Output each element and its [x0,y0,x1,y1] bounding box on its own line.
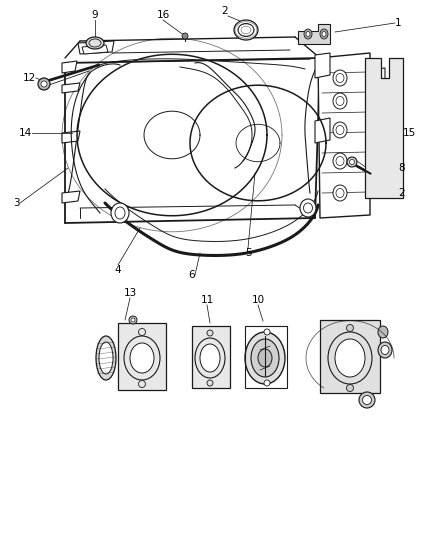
Ellipse shape [336,125,344,134]
Ellipse shape [336,96,344,106]
Ellipse shape [306,31,310,36]
Ellipse shape [41,81,47,87]
Ellipse shape [359,392,375,408]
Ellipse shape [182,33,188,39]
Polygon shape [118,323,166,390]
Ellipse shape [333,122,347,138]
Ellipse shape [234,20,258,40]
Ellipse shape [115,207,125,219]
Ellipse shape [328,332,372,384]
Ellipse shape [207,380,213,386]
Ellipse shape [195,338,225,378]
Ellipse shape [207,330,213,336]
Ellipse shape [86,37,104,49]
Polygon shape [62,191,80,203]
Ellipse shape [130,343,154,373]
Ellipse shape [264,329,270,335]
Ellipse shape [258,349,272,367]
Text: 3: 3 [14,198,20,208]
Polygon shape [78,41,114,54]
Ellipse shape [245,332,285,384]
Ellipse shape [350,159,354,165]
Ellipse shape [379,173,389,183]
Text: 13: 13 [124,288,137,298]
Ellipse shape [38,78,50,90]
Polygon shape [389,68,403,98]
Polygon shape [368,123,382,138]
Ellipse shape [99,342,113,374]
Polygon shape [315,53,330,78]
Text: 2: 2 [221,6,228,16]
Ellipse shape [381,345,389,354]
Polygon shape [368,93,382,108]
Ellipse shape [138,328,145,335]
Ellipse shape [131,318,135,322]
Polygon shape [298,24,330,44]
Ellipse shape [336,74,344,83]
Polygon shape [368,155,382,168]
Polygon shape [318,53,370,218]
Text: 2: 2 [398,188,405,198]
Ellipse shape [124,336,160,380]
Text: 15: 15 [403,128,416,138]
Text: 9: 9 [92,10,98,20]
Ellipse shape [129,316,137,324]
Polygon shape [368,185,382,198]
Ellipse shape [379,133,389,143]
Ellipse shape [347,157,357,167]
Ellipse shape [378,342,392,358]
Polygon shape [62,83,80,93]
Polygon shape [315,118,330,143]
Ellipse shape [346,325,353,332]
Ellipse shape [304,203,312,213]
Ellipse shape [238,23,254,36]
Text: 8: 8 [398,163,405,173]
Ellipse shape [336,189,344,198]
Ellipse shape [322,31,326,36]
Ellipse shape [336,157,344,166]
Ellipse shape [333,93,347,109]
Ellipse shape [346,384,353,392]
Ellipse shape [363,395,371,405]
Ellipse shape [379,93,389,103]
Text: 11: 11 [200,295,214,305]
Ellipse shape [335,339,365,377]
Ellipse shape [300,199,316,217]
Text: 6: 6 [188,270,195,280]
Ellipse shape [89,39,101,47]
Ellipse shape [111,203,129,223]
Ellipse shape [333,70,347,86]
Polygon shape [62,131,80,143]
Text: 16: 16 [156,10,170,20]
Ellipse shape [333,153,347,169]
Ellipse shape [200,344,220,372]
Text: 5: 5 [245,248,251,258]
Text: 10: 10 [251,295,265,305]
Ellipse shape [251,339,279,377]
Polygon shape [365,58,403,198]
Ellipse shape [138,381,145,387]
Ellipse shape [96,336,116,380]
Ellipse shape [264,380,270,386]
Text: 1: 1 [395,18,402,28]
Polygon shape [62,61,77,73]
Polygon shape [82,45,108,54]
Ellipse shape [378,326,388,338]
Ellipse shape [304,29,312,39]
Ellipse shape [333,185,347,201]
Polygon shape [368,68,385,83]
Polygon shape [192,326,230,388]
Ellipse shape [320,29,328,39]
Text: 4: 4 [115,265,121,275]
Text: 14: 14 [19,128,32,138]
Polygon shape [320,320,380,393]
Text: 12: 12 [23,73,36,83]
